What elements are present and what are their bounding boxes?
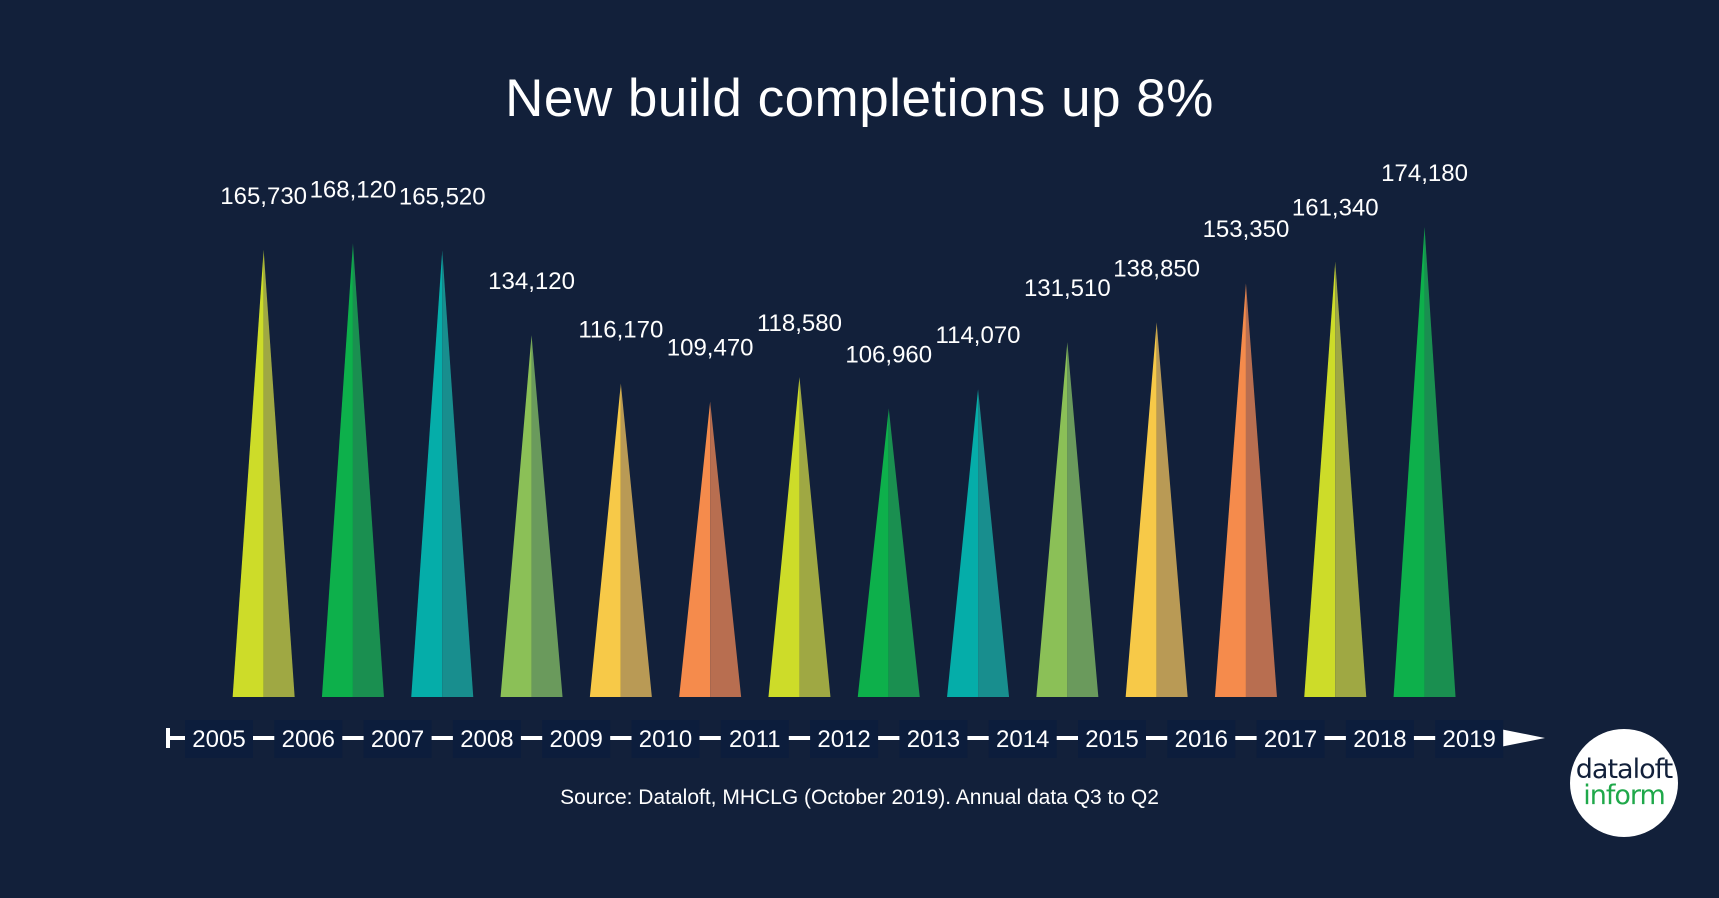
- value-label: 161,340: [1292, 195, 1379, 222]
- chart-title: New build completions up 8%: [505, 69, 1214, 128]
- value-label: 118,580: [757, 310, 842, 337]
- year-label: 2019: [1443, 726, 1496, 753]
- value-label: 116,170: [578, 317, 663, 344]
- spike-right: [710, 401, 742, 697]
- year-label-bg: [1345, 720, 1414, 758]
- spike-left: [1036, 342, 1068, 697]
- spike-left: [857, 408, 889, 697]
- value-label: 174,180: [1381, 160, 1468, 187]
- year-label-bg: [988, 720, 1057, 758]
- year-label-bg: [1256, 720, 1325, 758]
- spike-left: [1125, 322, 1157, 697]
- spike-right: [888, 408, 920, 697]
- spike-left: [411, 250, 443, 697]
- year-label-bg: [1435, 720, 1504, 758]
- year-label-bg: [185, 720, 253, 758]
- year-label: 2007: [371, 726, 424, 753]
- spike-right: [1335, 261, 1367, 697]
- spike-right: [352, 243, 384, 697]
- spike-right: [1156, 322, 1188, 697]
- dataloft-inform-logo: dataloft inform: [1570, 729, 1678, 837]
- spike-left: [947, 389, 979, 697]
- spike-left: [1393, 227, 1425, 697]
- value-label: 153,350: [1203, 216, 1290, 243]
- spike-left: [232, 249, 264, 697]
- year-label: 2017: [1264, 726, 1317, 753]
- spike-left: [768, 377, 800, 697]
- year-label: 2005: [192, 726, 245, 753]
- value-label: 114,070: [936, 322, 1021, 349]
- spike-right: [1067, 342, 1099, 697]
- spike-right: [442, 250, 474, 697]
- spike-left: [321, 243, 353, 697]
- year-label: 2008: [460, 726, 513, 753]
- spike-right: [799, 377, 831, 697]
- spike-right: [978, 389, 1010, 697]
- spike-left: [679, 401, 711, 697]
- spike-right: [1424, 227, 1456, 697]
- year-label: 2011: [729, 726, 781, 753]
- year-label-bg: [631, 720, 700, 758]
- spike-right: [1245, 283, 1277, 697]
- year-label: 2013: [907, 726, 960, 753]
- spike-left: [1214, 283, 1246, 697]
- value-label: 109,470: [667, 335, 754, 362]
- year-label-bg: [1167, 720, 1236, 758]
- year-label: 2010: [639, 726, 692, 753]
- year-label: 2018: [1353, 726, 1406, 753]
- value-label: 165,730: [220, 183, 307, 210]
- value-label: 134,120: [488, 268, 575, 295]
- spike-left: [589, 383, 621, 697]
- value-label: 138,850: [1113, 255, 1200, 282]
- value-label: 106,960: [845, 341, 932, 368]
- spike-right: [263, 249, 295, 697]
- axis-arrow-icon: [1500, 729, 1545, 747]
- value-label: 131,510: [1024, 275, 1111, 302]
- spike-left: [1304, 261, 1336, 697]
- year-label-bg: [452, 720, 521, 758]
- spike-left: [500, 335, 532, 697]
- value-label: 168,120: [310, 176, 397, 203]
- year-label-bg: [542, 720, 611, 758]
- year-label: 2009: [550, 726, 603, 753]
- value-label: 165,520: [399, 183, 486, 210]
- year-label: 2012: [817, 726, 870, 753]
- year-label: 2014: [996, 726, 1049, 753]
- year-label: 2016: [1175, 726, 1228, 753]
- year-label-bg: [810, 720, 879, 758]
- source-note: Source: Dataloft, MHCLG (October 2019). …: [560, 786, 1159, 809]
- year-label: 2006: [282, 726, 335, 753]
- logo-line1: dataloft: [1575, 754, 1673, 785]
- spike-right: [531, 335, 563, 697]
- logo-line2: inform: [1583, 780, 1666, 811]
- spike-right: [620, 383, 652, 697]
- year-label-bg: [1078, 720, 1146, 758]
- year-label-bg: [899, 720, 968, 758]
- year-label-bg: [363, 720, 432, 758]
- year-label-bg: [720, 720, 789, 758]
- year-label: 2015: [1085, 726, 1138, 753]
- year-label-bg: [274, 720, 343, 758]
